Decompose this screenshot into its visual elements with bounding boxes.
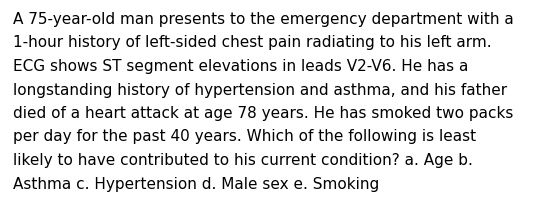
- Text: Asthma c. Hypertension d. Male sex e. Smoking: Asthma c. Hypertension d. Male sex e. Sm…: [13, 176, 379, 191]
- Text: 1-hour history of left-sided chest pain radiating to his left arm.: 1-hour history of left-sided chest pain …: [13, 36, 492, 51]
- Text: per day for the past 40 years. Which of the following is least: per day for the past 40 years. Which of …: [13, 130, 476, 144]
- Text: A 75-year-old man presents to the emergency department with a: A 75-year-old man presents to the emerge…: [13, 12, 514, 27]
- Text: died of a heart attack at age 78 years. He has smoked two packs: died of a heart attack at age 78 years. …: [13, 106, 513, 121]
- Text: longstanding history of hypertension and asthma, and his father: longstanding history of hypertension and…: [13, 83, 507, 98]
- Text: likely to have contributed to his current condition? a. Age b.: likely to have contributed to his curren…: [13, 153, 473, 168]
- Text: ECG shows ST segment elevations in leads V2-V6. He has a: ECG shows ST segment elevations in leads…: [13, 59, 468, 74]
